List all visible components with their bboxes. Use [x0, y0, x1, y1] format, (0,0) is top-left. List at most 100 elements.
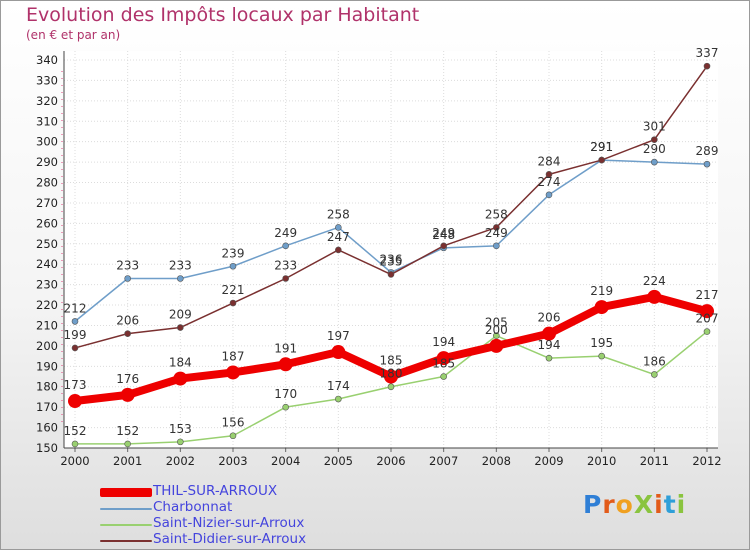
data-point: [703, 160, 711, 168]
data-label: 156: [222, 416, 245, 430]
x-tick-label: 2009: [534, 454, 563, 468]
data-label: 249: [485, 226, 508, 240]
data-label: 186: [643, 354, 666, 368]
data-point: [229, 299, 237, 307]
data-label: 248: [432, 228, 455, 242]
logo-letter: r: [602, 490, 616, 519]
data-label: 153: [169, 422, 192, 436]
x-tick-label: 2000: [60, 454, 89, 468]
data-point: [651, 158, 658, 166]
data-point: [387, 383, 395, 391]
data-point: [226, 365, 240, 380]
data-point: [229, 432, 237, 440]
data-label: 233: [116, 259, 139, 273]
x-tick-label: 2008: [482, 454, 511, 468]
y-tick-label: 230: [36, 278, 58, 292]
legend-label: Charbonnat: [153, 499, 233, 515]
data-label: 290: [643, 142, 666, 156]
legend-item-saint-nizier: Saint-Nizier-sur-Arroux: [100, 515, 400, 532]
legend-label: THIL-SUR-ARROUX: [153, 483, 278, 499]
data-label: 187: [222, 349, 245, 363]
data-point: [335, 395, 342, 403]
data-label: 194: [538, 338, 561, 352]
data-point: [124, 440, 131, 448]
data-label: 217: [696, 288, 719, 302]
data-point: [651, 136, 658, 143]
x-tick-label: 2001: [113, 454, 142, 468]
data-label: 200: [485, 323, 508, 337]
data-point: [335, 246, 342, 254]
data-point: [335, 224, 342, 231]
logo-letter: i: [676, 490, 687, 519]
data-label: 207: [696, 312, 719, 326]
data-label: 191: [274, 341, 297, 355]
data-point: [598, 156, 605, 164]
data-label: 235: [380, 254, 403, 268]
y-tick-label: 170: [36, 400, 58, 414]
x-tick-label: 2002: [166, 454, 195, 468]
y-tick-label: 150: [36, 441, 58, 455]
data-point: [282, 242, 289, 250]
chart-title: Evolution des Impôts locaux par Habitant: [26, 4, 420, 26]
x-tick-label: 2004: [271, 454, 300, 468]
data-label: 247: [327, 230, 350, 244]
data-label: 199: [64, 328, 87, 342]
data-point: [177, 438, 184, 446]
data-point: [177, 275, 184, 282]
data-point: [229, 262, 237, 270]
data-label: 289: [696, 144, 719, 158]
data-label: 291: [590, 140, 613, 154]
logo-letter: t: [663, 490, 677, 519]
data-point: [440, 373, 447, 380]
y-tick-label: 180: [36, 380, 58, 394]
data-label: 197: [327, 329, 350, 343]
y-tick-label: 250: [36, 237, 58, 251]
data-point: [598, 352, 605, 360]
data-point: [542, 326, 556, 341]
data-point: [71, 318, 79, 325]
x-tick-label: 2010: [587, 454, 616, 468]
data-point: [177, 324, 184, 331]
data-label: 152: [64, 424, 87, 438]
y-tick-label: 220: [36, 298, 58, 312]
data-point: [647, 289, 662, 304]
data-label: 233: [274, 259, 297, 273]
x-tick-label: 2006: [376, 454, 405, 468]
data-point: [71, 440, 79, 448]
y-tick-label: 310: [36, 114, 58, 128]
data-point: [545, 171, 553, 178]
data-point: [545, 354, 553, 362]
legend-item-saint-didier: Saint-Didier-sur-Arroux: [100, 531, 400, 548]
data-label: 176: [116, 372, 139, 386]
data-label: 185: [432, 357, 455, 371]
legend-item-thil: THIL-SUR-ARROUX: [100, 483, 400, 500]
data-point: [331, 345, 346, 360]
data-label: 291: [590, 140, 613, 154]
y-tick-label: 270: [36, 196, 58, 210]
legend: THIL-SUR-ARROUX Charbonnat Saint-Nizier-…: [100, 483, 400, 548]
data-point: [594, 300, 609, 315]
y-tick-label: 340: [36, 53, 58, 67]
y-tick-label: 280: [36, 176, 58, 190]
data-label: 284: [538, 154, 561, 168]
data-point: [68, 394, 82, 409]
data-point: [173, 371, 188, 386]
legend-label: Saint-Nizier-sur-Arroux: [153, 515, 305, 531]
y-tick-label: 300: [36, 135, 58, 149]
y-tick-label: 260: [36, 216, 58, 230]
data-label: 249: [274, 226, 297, 240]
data-label: 174: [327, 379, 350, 393]
logo-letter: i: [654, 490, 664, 519]
y-tick-label: 200: [36, 339, 58, 353]
y-tick-label: 210: [36, 318, 58, 332]
data-label: 258: [327, 207, 350, 221]
data-label: 195: [590, 336, 613, 350]
data-point: [436, 351, 451, 366]
data-label: 236: [380, 252, 403, 266]
data-label: 173: [64, 378, 87, 392]
chart-subtitle: (en € et par an): [26, 28, 121, 42]
data-point: [278, 357, 293, 372]
data-label: 219: [590, 284, 613, 298]
data-label: 184: [169, 356, 192, 370]
